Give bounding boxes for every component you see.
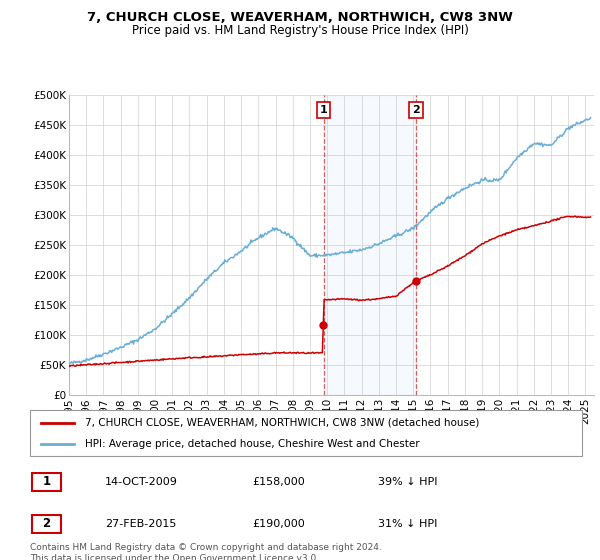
- FancyBboxPatch shape: [32, 473, 61, 491]
- Text: 2: 2: [43, 517, 50, 530]
- Text: Price paid vs. HM Land Registry's House Price Index (HPI): Price paid vs. HM Land Registry's House …: [131, 24, 469, 36]
- Text: HPI: Average price, detached house, Cheshire West and Chester: HPI: Average price, detached house, Ches…: [85, 439, 420, 449]
- Bar: [323, 95, 416, 395]
- Text: 31% ↓ HPI: 31% ↓ HPI: [378, 519, 437, 529]
- Text: 1: 1: [320, 105, 328, 115]
- Text: 2: 2: [412, 105, 420, 115]
- Text: 27-FEB-2015: 27-FEB-2015: [105, 519, 176, 529]
- Text: 39% ↓ HPI: 39% ↓ HPI: [378, 477, 437, 487]
- Text: Contains HM Land Registry data © Crown copyright and database right 2024.
This d: Contains HM Land Registry data © Crown c…: [30, 543, 382, 560]
- FancyBboxPatch shape: [30, 410, 582, 456]
- Text: £158,000: £158,000: [252, 477, 305, 487]
- Text: 14-OCT-2009: 14-OCT-2009: [105, 477, 178, 487]
- Text: 1: 1: [43, 475, 50, 488]
- FancyBboxPatch shape: [32, 515, 61, 533]
- Text: 7, CHURCH CLOSE, WEAVERHAM, NORTHWICH, CW8 3NW (detached house): 7, CHURCH CLOSE, WEAVERHAM, NORTHWICH, C…: [85, 418, 479, 428]
- Text: 7, CHURCH CLOSE, WEAVERHAM, NORTHWICH, CW8 3NW: 7, CHURCH CLOSE, WEAVERHAM, NORTHWICH, C…: [87, 11, 513, 24]
- Text: £190,000: £190,000: [252, 519, 305, 529]
